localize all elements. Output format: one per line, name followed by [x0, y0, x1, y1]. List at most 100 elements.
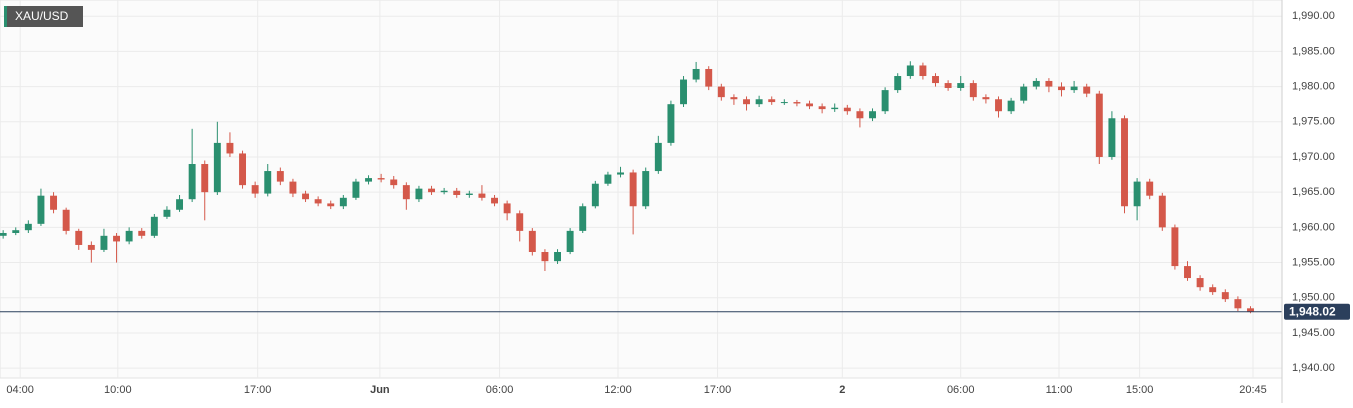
candle-body	[503, 203, 511, 214]
x-tick-label: 17:00	[244, 384, 272, 396]
y-tick-label: 1,955.00	[1292, 256, 1335, 268]
candle-body	[1234, 299, 1242, 309]
candle-body	[730, 97, 738, 100]
candle-body	[629, 172, 637, 207]
x-tick-label: 15:00	[1126, 384, 1154, 396]
candle-body	[1209, 287, 1217, 293]
candle-body	[12, 230, 20, 233]
candle-body	[1171, 227, 1179, 267]
candle-body	[1146, 181, 1154, 196]
candle-body	[0, 232, 7, 236]
symbol-badge	[4, 6, 83, 27]
candle-body	[75, 230, 83, 245]
candle-body	[1095, 93, 1103, 157]
candle-body	[491, 197, 498, 204]
candle-body	[113, 235, 121, 242]
candle-body	[37, 195, 45, 224]
candle-body	[692, 68, 700, 80]
y-tick-label: 1,940.00	[1292, 362, 1335, 374]
candle-body	[440, 190, 448, 193]
plot-area	[0, 0, 1283, 379]
candle-body	[327, 203, 335, 207]
y-tick-label: 1,970.00	[1292, 151, 1335, 163]
candle-body	[1184, 266, 1191, 279]
candle-body	[831, 107, 839, 110]
candle-body	[176, 199, 184, 210]
candle-body	[604, 174, 612, 184]
candle-body	[969, 83, 977, 98]
candle-body	[919, 65, 927, 77]
candle-body	[806, 103, 813, 107]
symbol-badge-accent	[4, 6, 7, 27]
y-tick-label: 1,975.00	[1292, 116, 1335, 128]
candle-body	[50, 195, 58, 210]
candle-body	[226, 142, 234, 154]
candle-body	[869, 111, 876, 119]
candle-body	[957, 83, 965, 88]
candle-body	[402, 185, 410, 200]
candle-body	[1196, 278, 1204, 288]
candle-body	[24, 223, 32, 231]
last-price-label: 1,948.02	[1289, 304, 1336, 318]
candle-body	[881, 90, 889, 112]
x-tick-label: 06:00	[486, 384, 514, 396]
candle-body	[906, 65, 914, 77]
candle-body	[1083, 86, 1091, 94]
x-tick-label: 17:00	[704, 384, 732, 396]
candle-body	[780, 102, 788, 104]
x-tick-label: 2	[839, 384, 845, 396]
x-tick-label: 12:00	[604, 384, 632, 396]
candle-body	[1158, 195, 1166, 228]
candle-body	[390, 179, 398, 186]
candle-body	[428, 188, 435, 193]
candle-body	[1247, 308, 1254, 312]
y-tick-label: 1,960.00	[1292, 221, 1335, 233]
candle-body	[365, 178, 373, 182]
candle-body	[818, 106, 826, 110]
candle-body	[541, 252, 549, 262]
candle-body	[125, 230, 133, 242]
candle-body	[995, 99, 1002, 112]
candle-body	[163, 209, 171, 217]
candle-body	[1020, 86, 1028, 101]
candle-body	[705, 68, 713, 87]
y-tick-label: 1,945.00	[1292, 327, 1335, 339]
candle-body	[213, 142, 221, 193]
candle-body	[528, 230, 536, 252]
candle-body	[591, 183, 599, 207]
candle-body	[150, 216, 158, 236]
candle-body	[352, 181, 360, 198]
y-tick-label: 1,950.00	[1292, 292, 1335, 304]
candle-body	[1133, 181, 1141, 207]
candle-body	[276, 171, 284, 182]
candle-body	[138, 230, 146, 236]
candle-body	[768, 99, 776, 103]
candle-body	[717, 86, 725, 98]
candle-body	[264, 171, 272, 194]
y-tick-label: 1,980.00	[1292, 80, 1335, 92]
candle-body	[932, 76, 939, 84]
candle-body	[478, 193, 486, 198]
candle-body	[1221, 292, 1229, 300]
candle-body	[1121, 118, 1128, 207]
candle-body	[289, 181, 297, 194]
candle-body	[566, 230, 574, 252]
candle-body	[302, 193, 310, 200]
symbol: XAU/USD	[15, 9, 69, 23]
candle-body	[743, 99, 750, 105]
candle-body	[982, 97, 990, 100]
candle-body	[642, 171, 650, 207]
candle-body	[667, 104, 675, 143]
grid	[0, 0, 1282, 378]
x-tick-label: 11:00	[1046, 384, 1073, 396]
x-tick-label: 06:00	[947, 384, 975, 396]
y-tick-label: 1,965.00	[1292, 186, 1335, 198]
candle-body	[944, 83, 952, 88]
candle-body	[1070, 86, 1078, 91]
candle-body	[654, 142, 662, 172]
candle-body	[239, 153, 247, 186]
x-tick-label: 20:45	[1239, 384, 1267, 396]
candles	[0, 61, 1254, 314]
candle-body	[793, 102, 801, 104]
